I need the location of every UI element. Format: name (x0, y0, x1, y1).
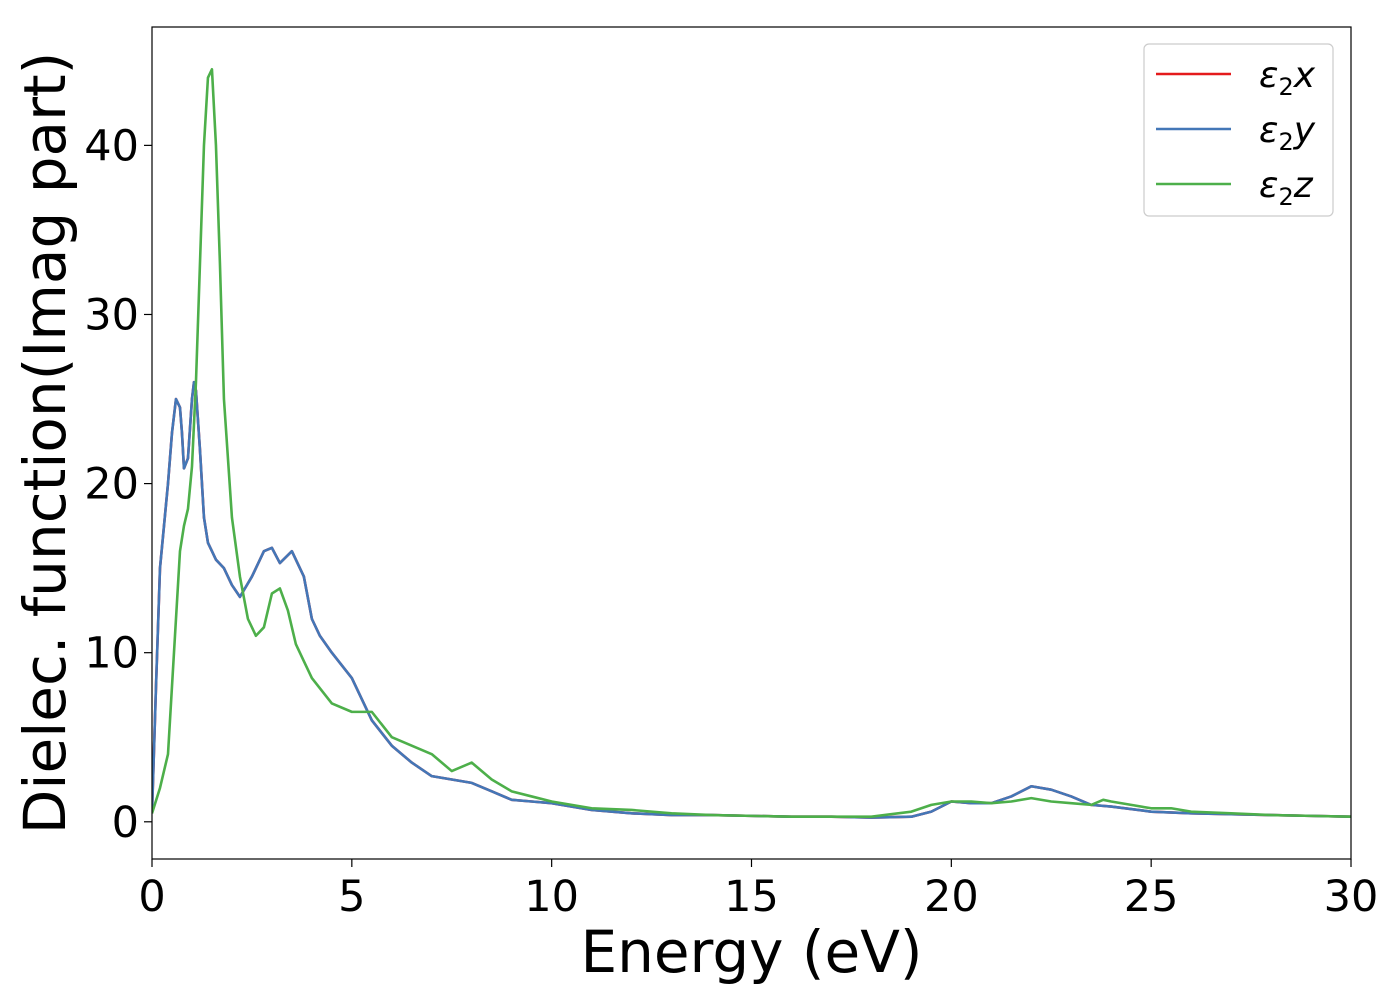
legend-label: ε2y (1259, 110, 1316, 156)
legend-label: ε2z (1259, 165, 1314, 211)
x-axis-label: Energy (eV) (580, 918, 922, 986)
x-tick-label: 10 (524, 872, 579, 922)
y-tick-label: 10 (84, 629, 139, 679)
x-tick-label: 0 (138, 872, 165, 922)
y-tick-label: 30 (84, 290, 139, 340)
y-axis-label: Dielec. function(Imag part) (11, 52, 79, 835)
y-tick-label: 40 (84, 121, 139, 171)
series-line-3 (152, 67, 1351, 819)
y-axis-ticks: 0 10 20 30 40 (84, 121, 152, 848)
y-tick-label: 20 (84, 460, 139, 510)
legend-box (1143, 43, 1334, 217)
series-line-2 (152, 380, 1351, 819)
x-tick-label: 5 (338, 872, 365, 922)
x-axis-ticks: 0 5 10 15 20 25 30 (138, 859, 1378, 922)
x-tick-label: 30 (1324, 872, 1379, 922)
x-tick-label: 20 (924, 872, 979, 922)
y-tick-label: 0 (112, 798, 139, 848)
series-layer (152, 67, 1351, 819)
legend-label: ε2x (1259, 55, 1316, 101)
x-tick-label: 25 (1124, 872, 1179, 922)
x-tick-label: 15 (724, 872, 779, 922)
legend: ε2x ε2y ε2z (1143, 43, 1334, 217)
